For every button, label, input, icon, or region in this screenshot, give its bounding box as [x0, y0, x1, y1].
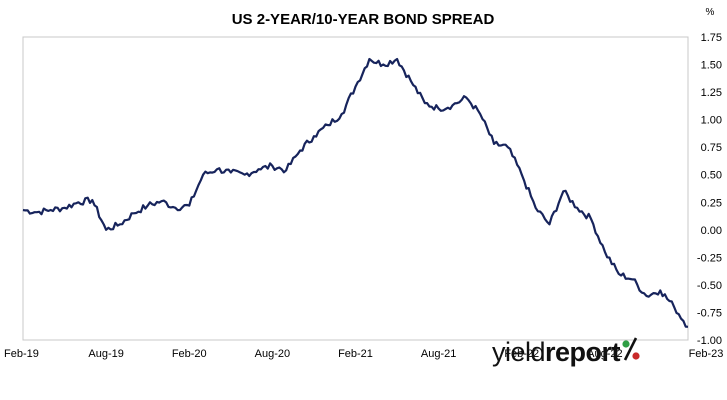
y-tick-label: 1.75: [701, 32, 722, 44]
y-tick-label: 0.75: [701, 142, 722, 154]
chart-title: US 2-YEAR/10-YEAR BOND SPREAD: [232, 11, 495, 28]
x-tick-label: Feb-20: [172, 348, 207, 360]
y-tick-label: 1.50: [701, 60, 722, 72]
y-axis-unit-label: %: [706, 7, 715, 18]
yieldreport-logo: yieldreport: [492, 337, 640, 367]
y-tick-label: 0.50: [701, 170, 722, 182]
y-tick-label: 1.25: [701, 87, 722, 99]
logo-percent-dot-red: [632, 352, 640, 360]
logo-text-yield: yield: [492, 337, 545, 367]
x-tick-label: Aug-22: [587, 348, 622, 360]
y-tick-label: -0.25: [697, 252, 722, 264]
x-tick-label: Aug-19: [88, 348, 123, 360]
svg-text:yieldreport: yieldreport: [492, 337, 621, 367]
logo-percent-dot-green: [622, 340, 630, 348]
y-axis-ticks: 1.75 1.50 1.25 1.00 0.75 0.50 0.25 0.00 -0.25 -0.…: [697, 32, 722, 347]
y-tick-label: 0.00: [701, 225, 722, 237]
x-tick-label: Feb-23: [689, 348, 724, 360]
plot-area: [22, 36, 689, 341]
x-tick-label: Aug-20: [255, 348, 290, 360]
y-tick-label: 0.25: [701, 197, 722, 209]
spread-series-line: [22, 57, 689, 328]
x-tick-label: Aug-21: [421, 348, 456, 360]
x-tick-label: Feb-21: [338, 348, 373, 360]
y-tick-label: -0.50: [697, 280, 722, 292]
y-tick-label: -1.00: [697, 335, 722, 347]
y-tick-label: -0.75: [697, 307, 722, 319]
logo-text-report: report: [545, 337, 621, 367]
x-tick-label: Feb-22: [504, 348, 539, 360]
x-tick-label: Feb-19: [4, 348, 39, 360]
logo-percent-icon: [622, 337, 640, 361]
x-axis-ticks: Feb-19 Aug-19 Feb-20 Aug-20 Feb-21 Aug-21 Feb-…: [4, 348, 723, 360]
y-tick-label: 1.00: [701, 115, 722, 127]
